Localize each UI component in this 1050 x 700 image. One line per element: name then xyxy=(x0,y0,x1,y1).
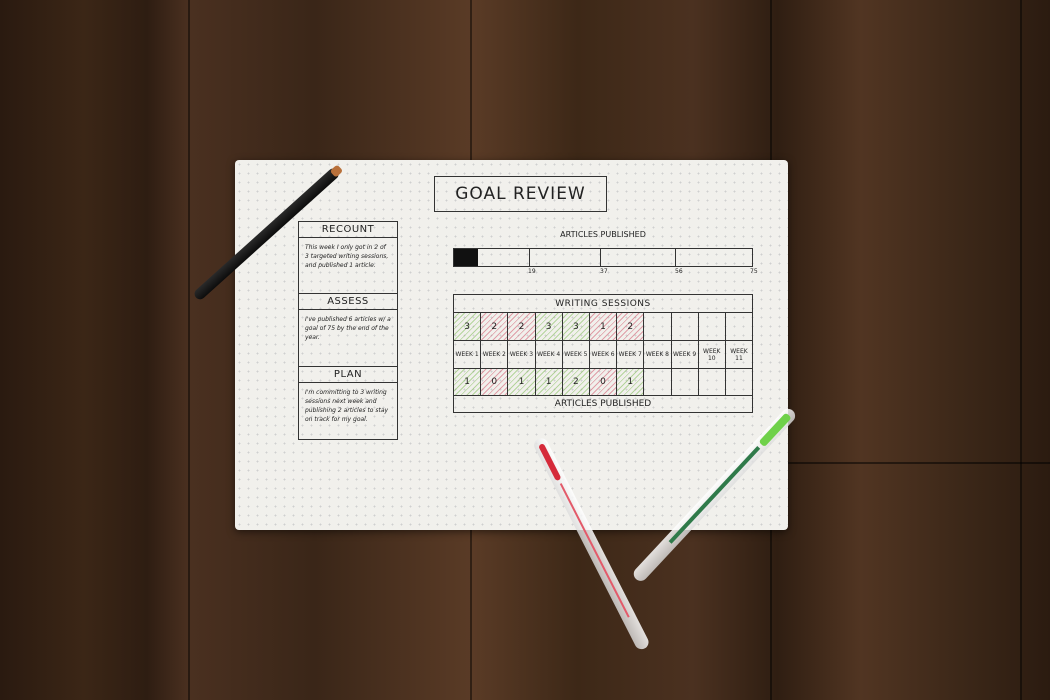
sessions-cell xyxy=(726,313,752,340)
articles-cell: 0 xyxy=(481,369,509,395)
sessions-cell xyxy=(672,313,699,340)
week-cell: WEEK 1 xyxy=(454,341,482,368)
articles-cell xyxy=(644,369,672,395)
week-cell: WEEK 3 xyxy=(508,341,536,368)
articles-cell: 1 xyxy=(508,369,536,395)
progress-fill xyxy=(454,249,478,266)
assess-text: I've published 6 articles w/ a goal of 7… xyxy=(305,316,391,341)
sessions-cell: 1 xyxy=(589,313,618,340)
recount-section: RECOUNT This week I only got in 2 of 3 t… xyxy=(298,221,398,294)
sessions-cell xyxy=(644,313,672,340)
articles-cell: 1 xyxy=(454,369,482,395)
plan-text: I'm committing to 3 writing sessions nex… xyxy=(305,389,389,423)
sessions-cell xyxy=(699,313,726,340)
page-title: GOAL REVIEW xyxy=(434,176,607,212)
week-cell: WEEK 6 xyxy=(590,341,618,368)
plan-heading: PLAN xyxy=(299,367,397,383)
week-cell: WEEK 9 xyxy=(672,341,699,368)
tick-label: 19 xyxy=(528,268,536,275)
articles-cell: 0 xyxy=(589,369,618,395)
sessions-cell: 2 xyxy=(508,313,536,340)
week-cell: WEEK 11 xyxy=(730,347,748,362)
sessions-cell: 3 xyxy=(562,313,590,340)
assess-heading: ASSESS xyxy=(299,294,397,310)
progress-label: ARTICLES PUBLISHED xyxy=(560,230,646,239)
progress-tick xyxy=(600,249,602,266)
table-header: WRITING SESSIONS xyxy=(555,298,651,309)
articles-cell: 2 xyxy=(562,369,590,395)
week-cell: WEEK 4 xyxy=(536,341,563,368)
week-cell: WEEK 5 xyxy=(563,341,590,368)
tick-label: 75 xyxy=(750,268,758,275)
weeks-row: WEEK 1 WEEK 2 WEEK 3 WEEK 4 WEEK 5 WEEK 6 WEEK… xyxy=(454,341,752,369)
wood-plank-seam xyxy=(188,0,190,700)
sessions-cell: 3 xyxy=(535,313,563,340)
tick-label: 56 xyxy=(675,268,683,275)
wood-plank-seam xyxy=(1020,0,1022,700)
assess-section: ASSESS I've published 6 articles w/ a go… xyxy=(298,293,398,367)
tick-label: 37 xyxy=(600,268,608,275)
week-cell: WEEK 10 xyxy=(699,341,726,368)
articles-cell xyxy=(672,369,699,395)
week-cell: WEEK 7 xyxy=(617,341,645,368)
week-cell: WEEK 2 xyxy=(481,341,509,368)
sessions-cell: 3 xyxy=(454,313,482,340)
articles-progress-bar xyxy=(453,248,753,267)
table-footer: ARTICLES PUBLISHED xyxy=(554,398,652,409)
week-cell: WEEK 8 xyxy=(644,341,672,368)
articles-cell xyxy=(726,369,752,395)
articles-cell xyxy=(699,369,726,395)
progress-tick xyxy=(528,249,530,266)
progress-tick xyxy=(674,249,676,266)
notebook-page: GOAL REVIEW RECOUNT This week I only got… xyxy=(235,160,788,530)
sessions-cell: 2 xyxy=(481,313,509,340)
plan-section: PLAN I'm committing to 3 writing session… xyxy=(298,366,398,440)
articles-cell: 1 xyxy=(535,369,563,395)
sessions-cell: 2 xyxy=(617,313,645,340)
wood-plank-seam xyxy=(770,462,1050,464)
recount-text: This week I only got in 2 of 3 targeted … xyxy=(305,244,389,269)
recount-heading: RECOUNT xyxy=(299,222,397,238)
articles-cell: 1 xyxy=(617,369,645,395)
